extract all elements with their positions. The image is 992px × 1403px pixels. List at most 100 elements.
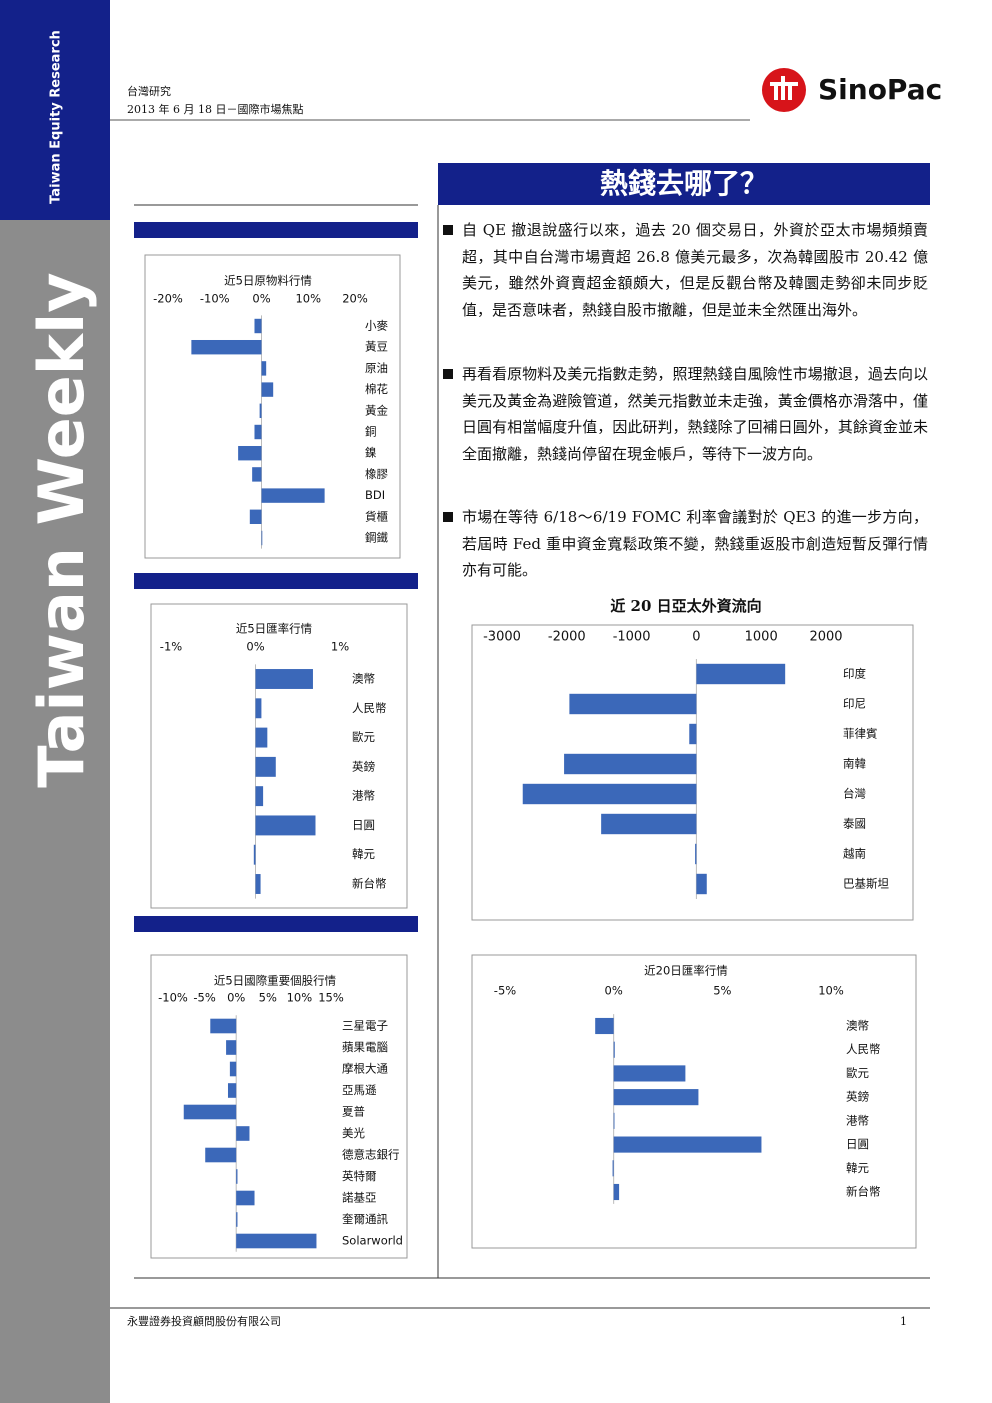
- x-tick-label: 2000: [809, 630, 842, 645]
- bar: [254, 424, 262, 440]
- x-tick-label: -1%: [160, 640, 182, 654]
- bullet: 市場在等待 6/18～6/19 FOMC 利率會議對於 QE3 的進一步方向，若…: [462, 508, 928, 580]
- category-label: 越南: [843, 847, 866, 861]
- chart-title: 近 20 日亞太外資流向: [610, 597, 761, 615]
- x-tick-label: -5%: [494, 984, 516, 998]
- bar: [229, 1061, 237, 1077]
- category-label: 巴基斯坦: [843, 877, 889, 891]
- category-label: 歐元: [846, 1066, 869, 1080]
- category-label: 原油: [365, 361, 388, 375]
- category-label: 台灣: [843, 787, 866, 801]
- bar: [696, 663, 786, 685]
- title-box: [438, 163, 930, 205]
- x-tick-label: 0%: [605, 984, 623, 998]
- chart-frame: [150, 603, 408, 909]
- category-label: 小麥: [365, 319, 388, 333]
- bar: [695, 843, 697, 865]
- category-label: 印尼: [843, 697, 866, 711]
- bar: [255, 698, 262, 719]
- x-tick-label: 5%: [713, 984, 731, 998]
- category-label: 鎳: [365, 446, 377, 460]
- category-label: 泰國: [843, 817, 866, 831]
- bar: [612, 1160, 614, 1177]
- bar: [183, 1104, 237, 1120]
- bar: [255, 727, 268, 748]
- bar: [255, 756, 276, 777]
- x-tick-label: 15%: [318, 991, 344, 1005]
- category-label: 德意志銀行: [342, 1148, 400, 1162]
- bar: [252, 467, 262, 482]
- bar: [238, 445, 262, 461]
- category-label: 諾基亞: [342, 1191, 377, 1205]
- category-label: 港幣: [846, 1113, 869, 1127]
- category-label: 貨櫃: [365, 509, 388, 523]
- category-label: 歐元: [352, 730, 375, 744]
- bar: [255, 669, 313, 689]
- category-label: 摩根大通: [342, 1062, 388, 1076]
- category-label: 英鎊: [352, 759, 375, 773]
- bar: [522, 783, 697, 805]
- date-line: 2013 年 6 月 18 日－國際市場焦點: [127, 102, 303, 116]
- category-label: 韓元: [352, 847, 375, 861]
- x-tick-label: 10%: [295, 292, 321, 306]
- bar: [569, 693, 697, 715]
- category-label: 夏普: [342, 1105, 365, 1119]
- bar: [249, 509, 262, 525]
- bar: [696, 873, 707, 895]
- bar: [595, 1017, 614, 1035]
- category-label: 新台幣: [846, 1185, 881, 1199]
- x-tick-label: 0%: [227, 991, 245, 1005]
- band: [134, 222, 418, 238]
- chart-title: 近5日原物料行情: [224, 274, 312, 288]
- category-label: 蘋果電腦: [342, 1040, 388, 1054]
- bar: [564, 753, 697, 775]
- category-label: 澳幣: [846, 1019, 869, 1033]
- x-tick-label: 0%: [252, 292, 270, 306]
- footer-company: 永豐證券投資顧問股份有限公司: [127, 1314, 281, 1328]
- bar: [261, 488, 325, 503]
- category-label: 日圓: [846, 1137, 869, 1151]
- category-label: BDI: [365, 488, 385, 502]
- category-label: 奎爾通訊: [342, 1212, 388, 1226]
- x-tick-label: -1000: [613, 630, 651, 645]
- band: [134, 916, 418, 932]
- sidebar-title: Taiwan Weekly: [25, 272, 98, 787]
- x-tick-label: -10%: [158, 991, 188, 1005]
- bar: [191, 339, 262, 355]
- bar: [226, 1040, 237, 1055]
- bar: [255, 874, 261, 894]
- bar: [601, 813, 697, 835]
- category-label: 人民幣: [846, 1042, 881, 1056]
- sidebar: [0, 220, 110, 1403]
- category-label: 韓元: [846, 1161, 869, 1175]
- bullet-mark: [443, 369, 453, 379]
- category-label: 黃豆: [365, 340, 388, 354]
- bar: [236, 1169, 238, 1184]
- bar: [254, 318, 262, 334]
- x-tick-label: 10%: [287, 991, 313, 1005]
- x-tick-label: -20%: [153, 292, 183, 306]
- category-label: 英鎊: [846, 1090, 869, 1104]
- x-tick-label: -5%: [193, 991, 215, 1005]
- category-label: 南韓: [843, 757, 866, 771]
- x-tick-label: 0: [692, 630, 700, 645]
- category-label: 黃金: [365, 403, 388, 417]
- x-tick-label: -10%: [200, 292, 230, 306]
- bar: [255, 815, 316, 836]
- bar: [613, 1136, 762, 1153]
- category-label: 人民幣: [352, 701, 387, 715]
- bar: [236, 1212, 238, 1227]
- category-label: 新台幣: [352, 877, 387, 891]
- bullet: 再看看原物料及美元指數走勢，照理熱錢自風險性市場撤退，過去向以美元及黃金為避險管…: [462, 365, 928, 463]
- x-tick-label: 1000: [745, 630, 778, 645]
- x-tick-label: 0%: [246, 640, 264, 654]
- sidebar-top: [0, 0, 110, 220]
- x-tick-label: 20%: [342, 292, 368, 306]
- bullet: 自 QE 撤退說盛行以來，過去 20 個交易日，外資於亞太市場頻頻賣超，其中自台…: [462, 221, 928, 319]
- category-label: 亞馬遜: [342, 1083, 377, 1097]
- category-label: Solarworld: [342, 1234, 403, 1248]
- bar: [613, 1065, 686, 1082]
- x-tick-label: 10%: [818, 984, 844, 998]
- bullet-mark: [443, 225, 453, 235]
